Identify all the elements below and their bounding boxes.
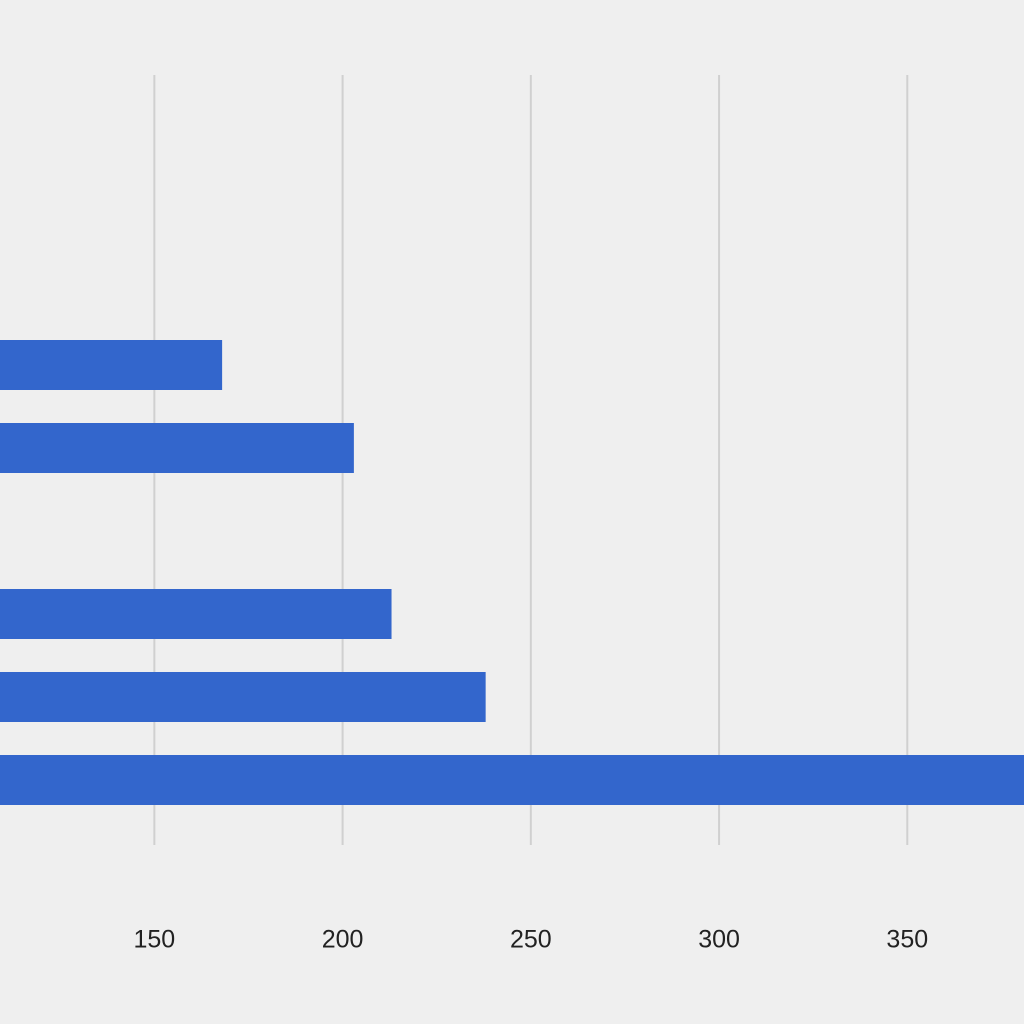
- bar: [0, 755, 1024, 805]
- bar: [0, 672, 486, 722]
- bar: [0, 589, 392, 639]
- x-tick-label: 300: [698, 926, 740, 954]
- x-tick-label: 350: [886, 926, 928, 954]
- bar: [0, 340, 223, 390]
- x-tick-label: 250: [510, 926, 552, 954]
- x-tick-label: 150: [133, 926, 175, 954]
- bar: [0, 423, 354, 473]
- x-tick-label: 200: [322, 926, 364, 954]
